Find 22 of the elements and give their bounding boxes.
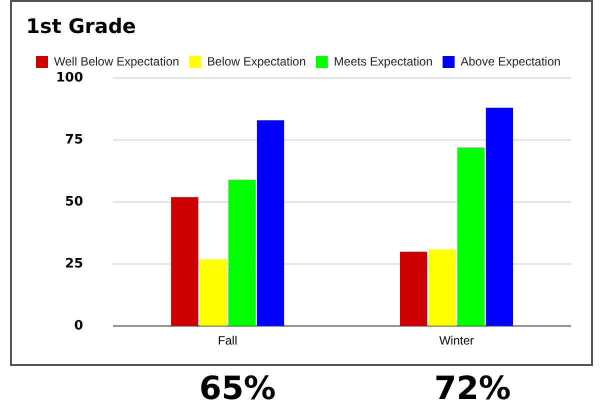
bar [228,180,256,326]
chart-title: 1st Grade [26,14,136,38]
text: 72% [433,368,512,409]
text: 65% [198,368,277,409]
legend-label: Meets Expectation [334,54,433,68]
x-tick-label: Fall [218,334,238,348]
y-tick-label: 25 [65,256,84,272]
bar [400,252,428,326]
y-tick-label: 75 [65,132,84,148]
bar [171,197,198,326]
y-tick-label: 100 [56,70,84,86]
legend-label: Above Expectation [460,54,561,68]
y-tick-label: 0 [74,318,84,334]
bar [256,120,284,326]
legend-label: Well Below Expectation [54,54,180,68]
bar [200,259,227,326]
bar [457,147,484,326]
legend-label: Below Expectation [207,54,306,68]
y-tick-label: 50 [65,194,84,210]
bar [428,249,456,326]
bar [486,108,514,326]
x-tick-label: Winter [439,334,474,348]
